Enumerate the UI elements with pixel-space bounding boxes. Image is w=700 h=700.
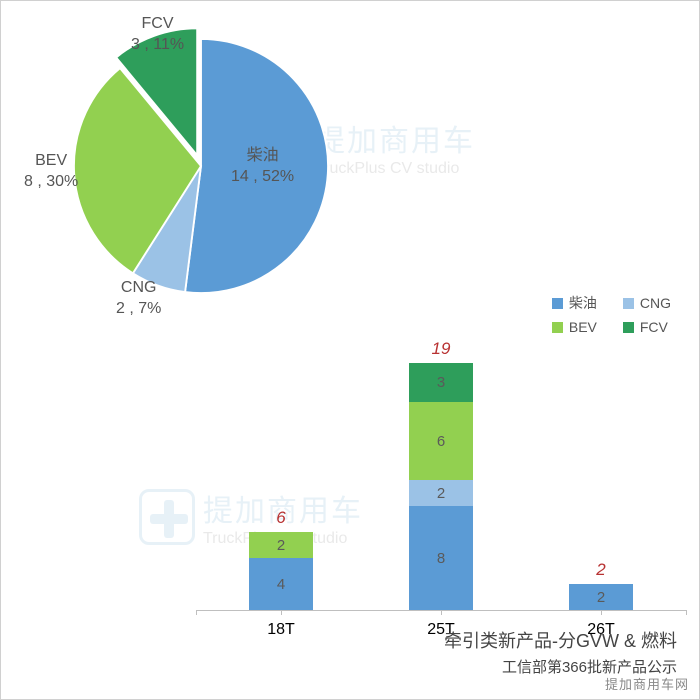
legend-label: CNG	[640, 295, 671, 311]
bar-seg-diesel: 4	[249, 558, 313, 610]
bar-chart: 42682631922 18T25T26T	[196, 351, 686, 651]
pie-chart: 柴油14 , 52% CNG2 , 7% BEV8 , 30% FCV3 , 11%	[11, 6, 391, 326]
bar-seg-cng: 2	[409, 480, 473, 506]
bar-total-label: 2	[569, 560, 633, 580]
legend-swatch	[623, 322, 634, 333]
legend-swatch	[623, 298, 634, 309]
x-tick-label: 18T	[249, 621, 313, 639]
legend-item-cng: CNG	[623, 293, 671, 313]
bar-total-label: 19	[409, 339, 473, 359]
watermark-icon	[139, 489, 195, 545]
chart-titles: 牵引类新产品-分GVW & 燃料 工信部第366批新产品公示	[444, 627, 677, 677]
legend-label: FCV	[640, 319, 668, 335]
legend-label: BEV	[569, 319, 597, 335]
bar-seg-bev: 6	[409, 402, 473, 480]
legend-item-fcv: FCV	[623, 319, 671, 335]
pie-label-diesel: 柴油14 , 52%	[231, 146, 294, 188]
title-main: 牵引类新产品-分GVW & 燃料	[444, 627, 677, 653]
legend-swatch	[552, 322, 563, 333]
bar-col-26T: 22	[569, 584, 633, 610]
bar-seg-fcv: 3	[409, 363, 473, 402]
legend-item-bev: BEV	[552, 319, 597, 335]
bar-col-18T: 426	[249, 532, 313, 610]
pie-label-fcv: FCV3 , 11%	[131, 14, 184, 56]
footer-watermark: 提加商用车网	[605, 674, 689, 693]
legend: 柴油 CNG BEV FCV	[552, 293, 671, 335]
bar-seg-diesel: 2	[569, 584, 633, 610]
pie-label-bev: BEV8 , 30%	[24, 151, 78, 193]
bar-total-label: 6	[249, 508, 313, 528]
bar-seg-diesel: 8	[409, 506, 473, 610]
bar-col-25T: 826319	[409, 363, 473, 610]
pie-label-cng: CNG2 , 7%	[116, 278, 161, 320]
legend-item-diesel: 柴油	[552, 293, 597, 313]
legend-swatch	[552, 298, 563, 309]
bar-seg-bev: 2	[249, 532, 313, 558]
legend-label: 柴油	[569, 293, 597, 313]
